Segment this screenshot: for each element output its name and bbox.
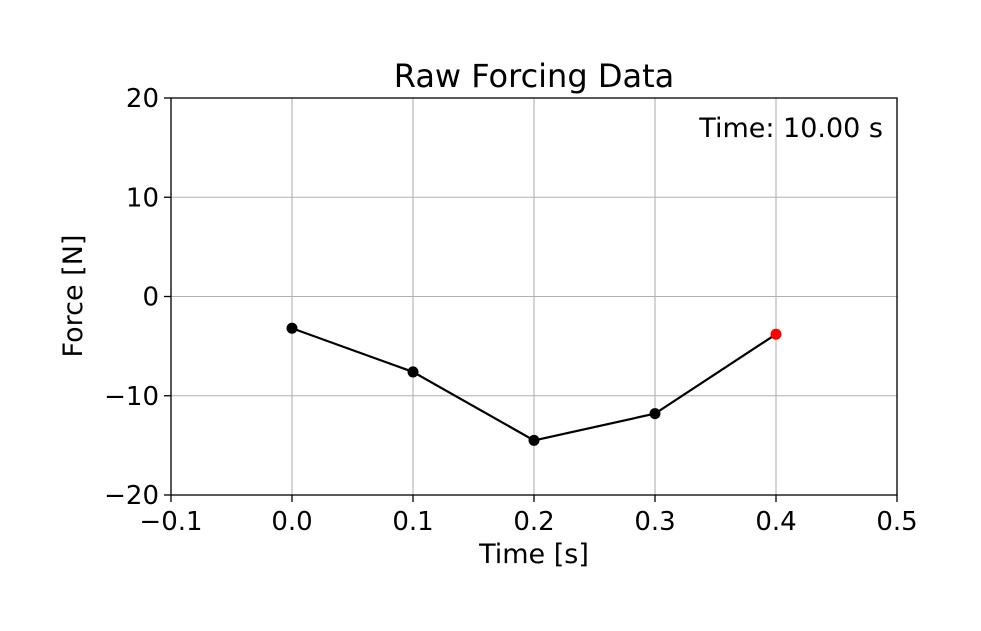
y-tick-label: −20 bbox=[104, 481, 159, 511]
x-tick-label: 0.3 bbox=[634, 507, 675, 537]
chart-title: Raw Forcing Data bbox=[394, 57, 674, 95]
y-tick-label: −10 bbox=[104, 382, 159, 412]
x-tick-label: 0.4 bbox=[755, 507, 796, 537]
highlighted-data-point bbox=[770, 328, 782, 340]
x-tick-label: 0.0 bbox=[271, 507, 312, 537]
x-tick-label: −0.1 bbox=[139, 507, 202, 537]
data-points bbox=[286, 322, 782, 446]
data-point bbox=[286, 322, 298, 334]
data-point bbox=[528, 434, 540, 446]
x-axis-label: Time [s] bbox=[478, 539, 589, 570]
time-annotation: Time: 10.00 s bbox=[698, 113, 883, 144]
x-tick-label: 0.2 bbox=[513, 507, 554, 537]
data-point bbox=[407, 366, 419, 378]
y-tick-label: 10 bbox=[126, 183, 159, 213]
y-tick-label: 20 bbox=[126, 84, 159, 114]
y-axis-label: Force [N] bbox=[58, 235, 89, 358]
x-tick-label: 0.1 bbox=[392, 507, 433, 537]
x-tick-label: 0.5 bbox=[876, 507, 917, 537]
x-axis-ticks: −0.1 0.0 0.1 0.2 0.3 0.4 0.5 bbox=[139, 495, 918, 537]
y-tick-label: 0 bbox=[142, 283, 159, 313]
data-point bbox=[649, 408, 661, 420]
y-axis-ticks: −20 −10 0 10 20 bbox=[104, 84, 171, 511]
